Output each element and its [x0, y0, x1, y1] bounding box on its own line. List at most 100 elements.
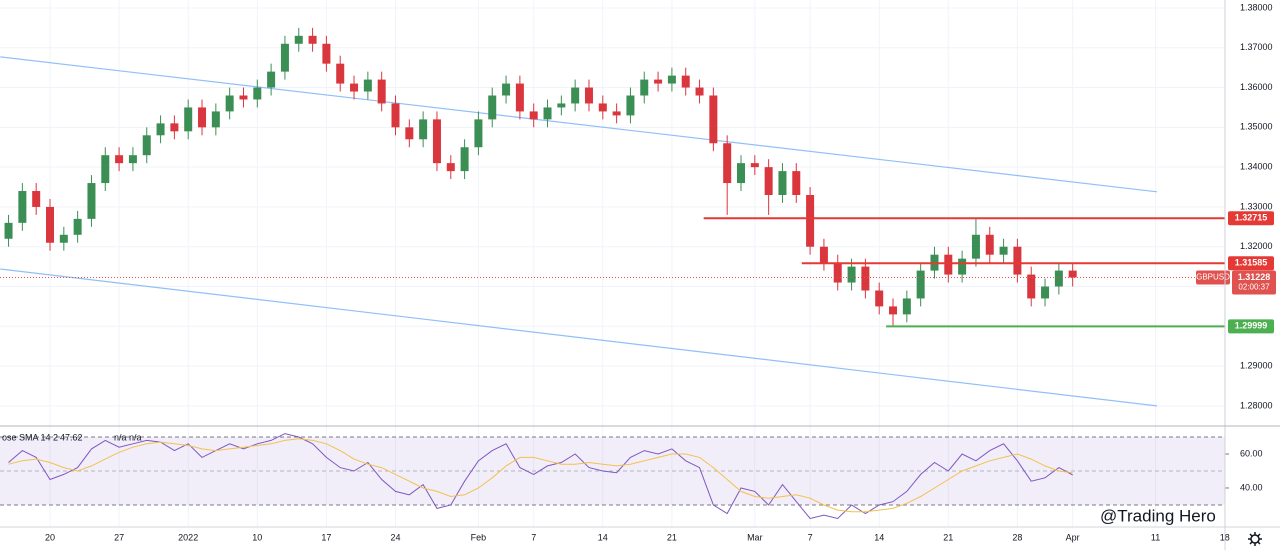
candle-body [543, 107, 552, 120]
candle-body [764, 167, 773, 195]
indicator-header: ose SMA 14 2 [2, 432, 58, 442]
candle-body [750, 163, 759, 168]
watermark: @Trading Hero [1100, 506, 1216, 525]
candle-body [723, 143, 732, 184]
candle-body [640, 79, 649, 96]
level-label: 1.31585 [1235, 258, 1268, 268]
x-tick-label: Apr [1066, 532, 1080, 542]
candle-body [419, 119, 428, 140]
x-tick-label: 17 [321, 532, 331, 542]
x-tick-label: 11 [1151, 532, 1160, 542]
candle-body [737, 163, 745, 184]
candle-body [198, 107, 207, 128]
indicator-line [8, 438, 1073, 513]
y-tick-label: 1.32000 [1240, 241, 1273, 251]
x-tick-label: 27 [114, 532, 124, 542]
x-tick-label: 20 [45, 532, 55, 542]
y-tick-label: 1.34000 [1240, 162, 1273, 172]
candle-body [59, 234, 68, 243]
candle-body [999, 246, 1008, 255]
y2-tick-label: 60.00 [1240, 448, 1263, 458]
candle-body [958, 258, 967, 275]
level-label-box [1228, 319, 1274, 334]
candle-body [363, 79, 372, 92]
candle-body [253, 87, 262, 100]
candle-body [695, 87, 704, 96]
countdown: 02:00:37 [1238, 283, 1270, 292]
x-tick-label: 7 [531, 532, 536, 542]
y2-tick-label: 40.00 [1240, 482, 1263, 492]
candle-body [405, 127, 414, 140]
x-tick-label: 24 [390, 532, 400, 542]
candle-body [778, 171, 787, 195]
candle-body [184, 107, 193, 132]
candle-body [73, 218, 82, 235]
candle-body [87, 183, 96, 219]
last-price-label: 1.31228 [1238, 272, 1271, 282]
y-tick-label: 1.38000 [1240, 2, 1273, 12]
candle-body [350, 83, 359, 92]
candle-body [833, 262, 842, 283]
level-label: 1.29999 [1235, 321, 1268, 331]
level-label: 1.32715 [1235, 213, 1268, 223]
gear-teeth [1248, 532, 1262, 546]
x-tick-label: Mar [747, 532, 763, 542]
candle-body [709, 95, 718, 144]
candle-body [446, 163, 455, 172]
y-tick-label: 1.29000 [1240, 360, 1273, 370]
y-tick-label: 1.37000 [1240, 42, 1273, 52]
candle-body [211, 111, 220, 128]
candle-body [681, 75, 690, 88]
trendline [0, 268, 1158, 407]
x-tick-label: Feb [471, 532, 487, 542]
y-tick-label: 1.36000 [1240, 82, 1273, 92]
candle-body [322, 43, 331, 64]
x-tick-label: 14 [598, 532, 608, 542]
candle-body [267, 71, 276, 88]
candle-body [889, 306, 898, 315]
candle-body [128, 155, 137, 164]
symbol-box [1196, 270, 1230, 285]
candle-body [654, 79, 663, 84]
candle-body [971, 234, 980, 259]
candle-body [584, 87, 593, 104]
y-tick-label: 1.35000 [1240, 122, 1273, 132]
candle-body [170, 123, 179, 132]
x-tick-label: 7 [808, 532, 813, 542]
candle-body [612, 111, 621, 116]
candle-body [529, 111, 538, 120]
candle-body [916, 270, 925, 299]
x-tick-label: 21 [667, 532, 677, 542]
candle-body [391, 103, 400, 128]
candle-body [806, 194, 815, 247]
candle-body [875, 290, 884, 307]
candle-body [1054, 270, 1063, 287]
candle-body [115, 155, 124, 164]
candle-body [46, 206, 54, 243]
candle-body [280, 43, 289, 72]
candle-body [336, 63, 345, 84]
candle-body [32, 191, 41, 207]
candle-body [847, 266, 856, 283]
candle-body [944, 254, 953, 275]
x-tick-label: 21 [943, 532, 953, 542]
candle-body [18, 191, 27, 223]
candle-body [142, 135, 151, 156]
last-price-box [1232, 270, 1276, 295]
indicator-status: n/a n/a [114, 432, 142, 442]
candle-body [1041, 286, 1050, 299]
candle-body [598, 103, 607, 112]
candle-body [294, 35, 303, 44]
trendline [0, 56, 1158, 193]
candle-body [667, 75, 676, 84]
candle-body [819, 246, 828, 263]
candle-body [156, 123, 165, 136]
candle-body [1013, 246, 1022, 275]
level-label-box [1228, 211, 1274, 226]
settings-icon[interactable] [1248, 532, 1262, 546]
candle-body [571, 87, 580, 104]
candle-body [377, 79, 386, 104]
candle-body [502, 83, 511, 96]
